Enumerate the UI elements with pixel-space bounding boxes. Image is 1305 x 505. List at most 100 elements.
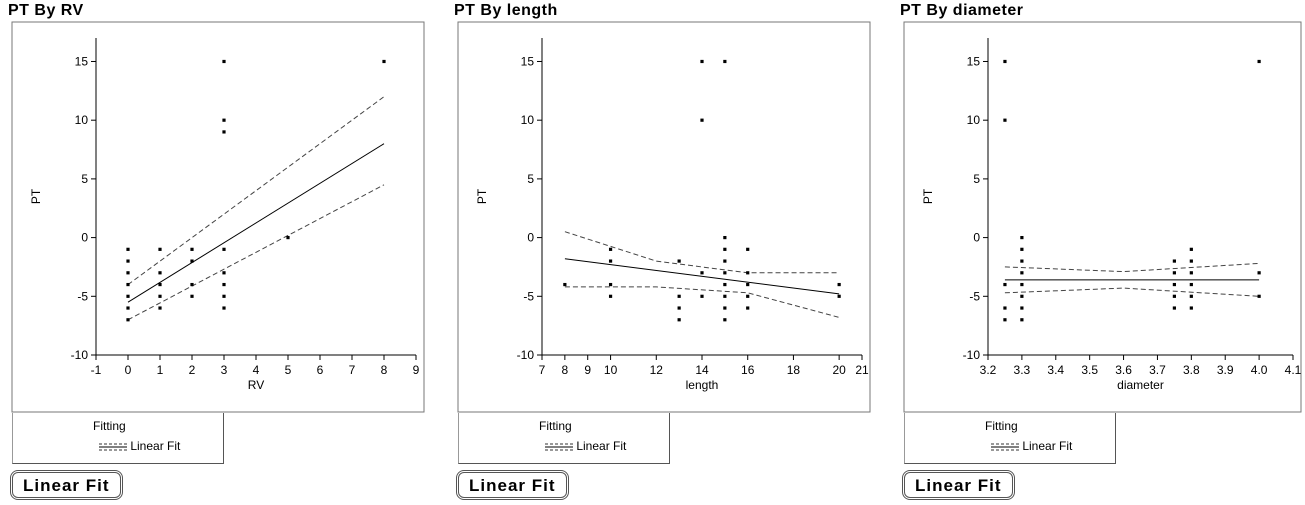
fitting-label: Fitting bbox=[93, 419, 126, 433]
y-tick-label: 5 bbox=[81, 172, 88, 186]
data-point bbox=[1003, 306, 1007, 310]
data-point bbox=[1257, 294, 1261, 298]
legend-label: Linear Fit bbox=[576, 439, 627, 453]
confidence-upper-line bbox=[1004, 262, 1260, 273]
data-point bbox=[286, 235, 290, 240]
x-tick-label: 8 bbox=[562, 363, 569, 377]
data-point bbox=[158, 306, 162, 310]
legend-label: Linear Fit bbox=[130, 439, 181, 453]
panel-title: PT By RV bbox=[8, 2, 84, 19]
data-point bbox=[1172, 294, 1176, 298]
data-point bbox=[222, 271, 226, 275]
data-point bbox=[1020, 306, 1024, 310]
data-point bbox=[1020, 271, 1024, 275]
data-point bbox=[126, 247, 130, 251]
linear-fit-line bbox=[127, 143, 385, 303]
x-axis-label: length bbox=[686, 378, 719, 392]
fitting-legend-box: Fitting Linear Fit bbox=[904, 413, 1116, 464]
data-point bbox=[677, 318, 681, 322]
x-tick-label: 1 bbox=[157, 363, 164, 377]
x-tick-label: 2 bbox=[189, 363, 196, 377]
x-tick-label: 4 bbox=[253, 363, 260, 377]
y-tick-label: 5 bbox=[973, 172, 980, 186]
y-axis-label: PT bbox=[921, 188, 935, 204]
panel-pt-by-length: PT By length -10 -5 0 5 10 15 7 8 9 10 12 14 16 18 20 2… bbox=[454, 0, 874, 505]
data-point bbox=[723, 282, 727, 287]
data-point bbox=[222, 247, 226, 251]
data-point bbox=[1020, 247, 1024, 251]
data-point bbox=[677, 306, 681, 310]
x-tick-label: -1 bbox=[91, 363, 102, 377]
x-tick-label: 12 bbox=[650, 363, 664, 377]
x-axis-label: diameter bbox=[1117, 378, 1164, 392]
data-point bbox=[1003, 59, 1007, 64]
data-point bbox=[190, 259, 194, 263]
data-point bbox=[158, 247, 162, 251]
data-point bbox=[222, 59, 226, 64]
x-tick-label: 3.9 bbox=[1217, 363, 1234, 377]
x-tick-label: 20 bbox=[832, 363, 846, 377]
x-tick-label: 3.6 bbox=[1115, 363, 1132, 377]
x-tick-label: 16 bbox=[741, 363, 755, 377]
linear-fit-button[interactable]: Linear Fit bbox=[902, 470, 1015, 500]
x-tick-label: 5 bbox=[285, 363, 292, 377]
data-point bbox=[746, 294, 750, 298]
legend-label: Linear Fit bbox=[1022, 439, 1073, 453]
data-point bbox=[700, 59, 704, 64]
data-point bbox=[608, 247, 613, 251]
data-point bbox=[126, 294, 130, 298]
y-tick-label: -5 bbox=[77, 289, 88, 303]
y-tick-label: -5 bbox=[969, 289, 980, 303]
data-point bbox=[158, 271, 162, 275]
y-tick-label: 15 bbox=[75, 54, 89, 68]
data-point bbox=[190, 294, 194, 298]
data-point bbox=[608, 294, 613, 298]
panel-title: PT By length bbox=[454, 2, 558, 19]
x-tick-label: 10 bbox=[604, 363, 618, 377]
data-point bbox=[1189, 259, 1193, 263]
data-point bbox=[126, 259, 130, 263]
confidence-upper-line bbox=[127, 96, 385, 286]
confidence-lower-line bbox=[564, 286, 840, 318]
y-axis-label: PT bbox=[475, 188, 489, 204]
data-point bbox=[158, 282, 162, 287]
legend-linear-fit: Linear Fit bbox=[99, 439, 180, 453]
data-point bbox=[1020, 318, 1024, 322]
panel-title: PT By diameter bbox=[900, 2, 1024, 19]
x-tick-label: 3 bbox=[221, 363, 228, 377]
data-point bbox=[126, 271, 130, 275]
x-tick-label: 9 bbox=[413, 363, 420, 377]
legend-line-swatch bbox=[99, 443, 127, 451]
legend-linear-fit: Linear Fit bbox=[991, 439, 1072, 453]
data-point bbox=[1003, 282, 1007, 287]
data-point bbox=[608, 259, 613, 263]
data-point bbox=[563, 282, 567, 287]
y-tick-label: -5 bbox=[523, 289, 534, 303]
data-point bbox=[700, 118, 704, 122]
chart-frame bbox=[457, 21, 871, 413]
linear-fit-button[interactable]: Linear Fit bbox=[10, 470, 123, 500]
data-point bbox=[126, 306, 130, 310]
chart-frame bbox=[11, 21, 425, 413]
data-point bbox=[1020, 294, 1024, 298]
data-point bbox=[837, 294, 841, 298]
legend-line-swatch bbox=[545, 443, 573, 451]
fitting-label: Fitting bbox=[539, 419, 572, 433]
data-point bbox=[222, 282, 226, 287]
data-point bbox=[1189, 306, 1193, 310]
y-tick-label: 10 bbox=[75, 113, 89, 127]
x-tick-label: 8 bbox=[381, 363, 388, 377]
data-point bbox=[222, 118, 226, 122]
x-tick-label: 7 bbox=[539, 363, 546, 377]
y-tick-label: -10 bbox=[963, 348, 981, 362]
y-tick-label: 15 bbox=[521, 54, 535, 68]
x-tick-label: 6 bbox=[317, 363, 324, 377]
data-point bbox=[746, 306, 750, 310]
linear-fit-button[interactable]: Linear Fit bbox=[456, 470, 569, 500]
y-tick-label: -10 bbox=[517, 348, 535, 362]
data-point bbox=[1020, 282, 1024, 287]
data-point bbox=[1257, 59, 1261, 64]
x-tick-label: 18 bbox=[787, 363, 801, 377]
legend-line-swatch bbox=[991, 443, 1019, 451]
y-tick-label: 10 bbox=[521, 113, 535, 127]
